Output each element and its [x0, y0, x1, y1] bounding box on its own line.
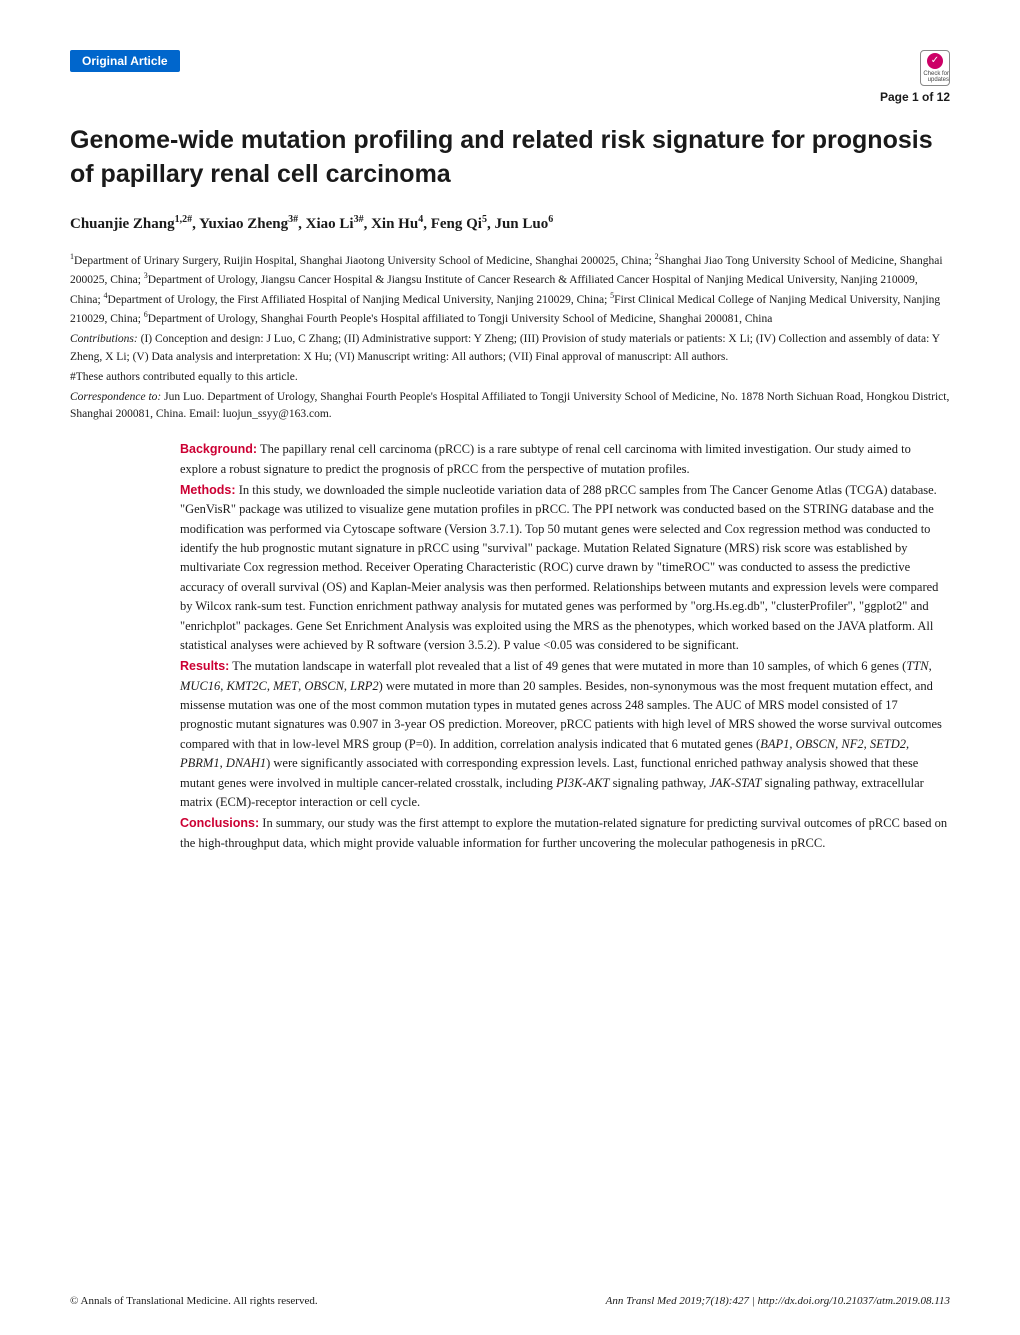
abstract-methods: Methods: In this study, we downloaded th…: [180, 481, 950, 655]
methods-label: Methods:: [180, 483, 236, 497]
correspondence: Correspondence to: Jun Luo. Department o…: [70, 389, 950, 425]
contributions-label: Contributions:: [70, 333, 138, 345]
abstract: Background: The papillary renal cell car…: [180, 440, 950, 853]
page-number: Page 1 of 12: [880, 90, 950, 104]
contributions-text: (I) Conception and design: J Luo, C Zhan…: [70, 333, 940, 363]
page-footer: © Annals of Translational Medicine. All …: [70, 1295, 950, 1307]
results-text: The mutation landscape in waterfall plot…: [180, 659, 942, 809]
conclusions-label: Conclusions:: [180, 816, 259, 830]
citation: Ann Transl Med 2019;7(18):427 | http://d…: [606, 1295, 950, 1307]
abstract-results: Results: The mutation landscape in water…: [180, 657, 950, 812]
methods-text: In this study, we downloaded the simple …: [180, 483, 938, 652]
article-type-badge: Original Article: [70, 50, 180, 72]
check-updates-icon[interactable]: ✓ Check for updates: [920, 50, 950, 86]
abstract-conclusions: Conclusions: In summary, our study was t…: [180, 814, 950, 853]
contributions: Contributions: (I) Conception and design…: [70, 331, 950, 367]
check-updates-text: Check for updates: [921, 71, 949, 83]
correspondence-label: Correspondence to:: [70, 391, 161, 403]
header-right: ✓ Check for updates Page 1 of 12: [880, 50, 950, 104]
article-title: Genome-wide mutation profiling and relat…: [70, 124, 950, 192]
conclusions-text: In summary, our study was the first atte…: [180, 816, 947, 849]
background-label: Background:: [180, 442, 257, 456]
affiliations: 1Department of Urinary Surgery, Ruijin H…: [70, 251, 950, 330]
results-label: Results:: [180, 659, 229, 673]
abstract-background: Background: The papillary renal cell car…: [180, 440, 950, 479]
crossmark-icon: ✓: [927, 53, 943, 69]
copyright: © Annals of Translational Medicine. All …: [70, 1295, 318, 1307]
correspondence-text: Jun Luo. Department of Urology, Shanghai…: [70, 391, 949, 421]
equal-contribution-note: #These authors contributed equally to th…: [70, 369, 950, 387]
author-list: Chuanjie Zhang1,2#, Yuxiao Zheng3#, Xiao…: [70, 214, 950, 233]
background-text: The papillary renal cell carcinoma (pRCC…: [180, 442, 911, 475]
header-row: Original Article ✓ Check for updates Pag…: [70, 50, 950, 104]
